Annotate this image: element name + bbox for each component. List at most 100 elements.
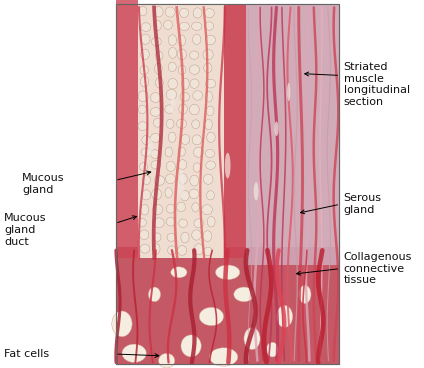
Ellipse shape (202, 205, 212, 215)
Ellipse shape (179, 65, 186, 75)
Ellipse shape (234, 287, 254, 302)
Ellipse shape (165, 7, 175, 17)
Ellipse shape (190, 51, 199, 59)
Ellipse shape (142, 176, 151, 184)
Ellipse shape (181, 232, 189, 243)
Ellipse shape (204, 247, 213, 256)
Ellipse shape (193, 8, 202, 18)
Ellipse shape (140, 244, 150, 253)
Ellipse shape (205, 91, 212, 102)
Ellipse shape (190, 104, 199, 115)
Ellipse shape (153, 218, 164, 228)
Ellipse shape (181, 190, 189, 201)
Text: Serous
gland: Serous gland (343, 194, 382, 215)
Ellipse shape (159, 353, 175, 368)
Bar (223, 4, 246, 258)
Ellipse shape (193, 147, 204, 157)
Ellipse shape (138, 219, 146, 227)
Bar (116, 247, 340, 364)
Ellipse shape (190, 65, 200, 74)
Ellipse shape (151, 93, 160, 103)
Ellipse shape (164, 20, 173, 29)
Ellipse shape (266, 342, 279, 357)
Ellipse shape (169, 47, 177, 58)
Ellipse shape (192, 203, 199, 212)
Ellipse shape (171, 267, 187, 278)
Ellipse shape (215, 265, 240, 280)
Ellipse shape (178, 169, 184, 199)
Text: Collagenous
connective
tissue: Collagenous connective tissue (343, 252, 412, 285)
Ellipse shape (151, 133, 160, 142)
Ellipse shape (140, 76, 149, 87)
Ellipse shape (178, 160, 187, 170)
Ellipse shape (142, 135, 150, 145)
Ellipse shape (139, 230, 149, 240)
Ellipse shape (206, 79, 216, 88)
Ellipse shape (244, 328, 260, 350)
Ellipse shape (151, 160, 161, 169)
Ellipse shape (192, 22, 202, 31)
Bar (116, 0, 138, 258)
Ellipse shape (180, 92, 190, 101)
Ellipse shape (138, 91, 148, 102)
Ellipse shape (112, 311, 132, 337)
Bar (246, 4, 340, 265)
Ellipse shape (151, 150, 159, 159)
Ellipse shape (276, 305, 293, 328)
Ellipse shape (166, 174, 175, 184)
Ellipse shape (167, 246, 176, 255)
Bar (138, 4, 223, 258)
Ellipse shape (192, 135, 202, 145)
Ellipse shape (154, 20, 162, 31)
Ellipse shape (205, 119, 212, 130)
Ellipse shape (205, 35, 215, 45)
Ellipse shape (153, 118, 162, 127)
Ellipse shape (181, 134, 190, 145)
Ellipse shape (207, 132, 215, 142)
Ellipse shape (181, 335, 201, 357)
Ellipse shape (171, 92, 175, 114)
Ellipse shape (166, 119, 174, 128)
Ellipse shape (141, 34, 150, 44)
Ellipse shape (193, 91, 203, 100)
Ellipse shape (178, 245, 187, 255)
Ellipse shape (274, 121, 279, 136)
Ellipse shape (203, 49, 213, 60)
Ellipse shape (180, 22, 189, 31)
Ellipse shape (141, 23, 151, 31)
Ellipse shape (194, 219, 204, 228)
Ellipse shape (207, 216, 215, 227)
Ellipse shape (154, 7, 163, 17)
Ellipse shape (178, 147, 185, 156)
Ellipse shape (190, 79, 199, 88)
Ellipse shape (176, 119, 187, 128)
Ellipse shape (148, 287, 161, 302)
Ellipse shape (166, 162, 176, 171)
Ellipse shape (166, 204, 175, 213)
Ellipse shape (153, 205, 163, 215)
Ellipse shape (204, 8, 215, 18)
Ellipse shape (190, 175, 199, 186)
Ellipse shape (203, 231, 212, 241)
Ellipse shape (204, 174, 213, 184)
Ellipse shape (179, 219, 187, 227)
Ellipse shape (178, 35, 185, 46)
Ellipse shape (167, 233, 176, 241)
Ellipse shape (192, 230, 201, 240)
Ellipse shape (179, 8, 189, 18)
Ellipse shape (168, 35, 176, 46)
Ellipse shape (166, 217, 176, 226)
Text: Striated
muscle
longitudinal
section: Striated muscle longitudinal section (343, 62, 410, 107)
Ellipse shape (151, 107, 161, 116)
Ellipse shape (179, 104, 187, 114)
Ellipse shape (140, 66, 148, 75)
Text: Mucous
gland
duct: Mucous gland duct (4, 213, 47, 247)
Ellipse shape (138, 122, 148, 131)
Ellipse shape (206, 161, 215, 169)
Ellipse shape (138, 105, 146, 114)
Text: Fat cells: Fat cells (4, 349, 49, 359)
Ellipse shape (205, 149, 215, 158)
Ellipse shape (193, 163, 201, 172)
Text: Mucous
gland: Mucous gland (22, 173, 65, 195)
Ellipse shape (225, 153, 231, 178)
